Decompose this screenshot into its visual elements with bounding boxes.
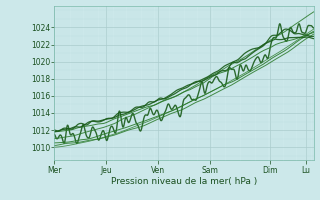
X-axis label: Pression niveau de la mer( hPa ): Pression niveau de la mer( hPa ) [111,177,257,186]
